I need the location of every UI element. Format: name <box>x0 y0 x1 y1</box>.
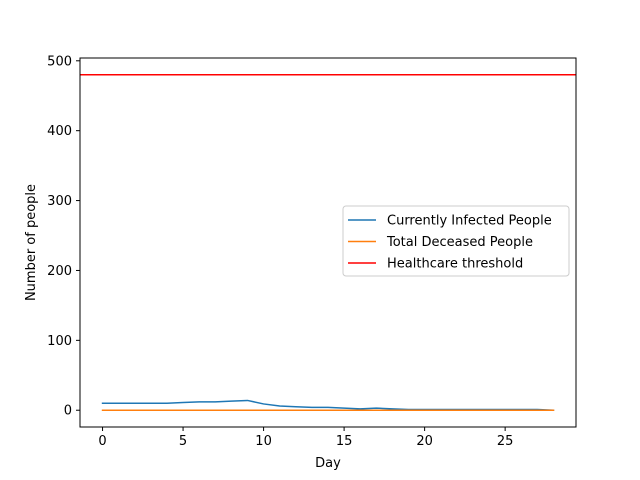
x-tick-label: 10 <box>255 434 272 449</box>
x-tick-label: 25 <box>497 434 514 449</box>
y-tick-label: 200 <box>47 264 72 279</box>
y-tick-label: 400 <box>47 124 72 139</box>
y-axis-ticks: 0 100 200 300 400 500 <box>47 54 80 419</box>
x-axis-label: Day <box>315 456 341 471</box>
y-tick-label: 300 <box>47 194 72 209</box>
x-tick-label: 0 <box>98 434 106 449</box>
series-line-currently-infected-people <box>101 399 555 412</box>
legend-label: Currently Infected People <box>387 214 552 229</box>
x-tick-label: 5 <box>179 434 187 449</box>
legend-box <box>342 205 570 277</box>
x-axis-ticks: 0 5 10 15 20 25 <box>98 427 513 449</box>
x-tick-label: 15 <box>336 434 353 449</box>
axes-frame <box>79 57 577 428</box>
y-tick-label: 0 <box>64 404 72 419</box>
y-axis-label: Number of people <box>24 184 39 301</box>
legend: Currently Infected People Total Deceased … <box>342 205 570 277</box>
legend-label: Healthcare threshold <box>387 257 523 272</box>
x-tick-label: 20 <box>416 434 433 449</box>
legend-label: Total Deceased People <box>386 235 533 250</box>
y-tick-label: 100 <box>47 334 72 349</box>
y-tick-label: 500 <box>47 54 72 69</box>
plot-lines <box>80 74 576 412</box>
